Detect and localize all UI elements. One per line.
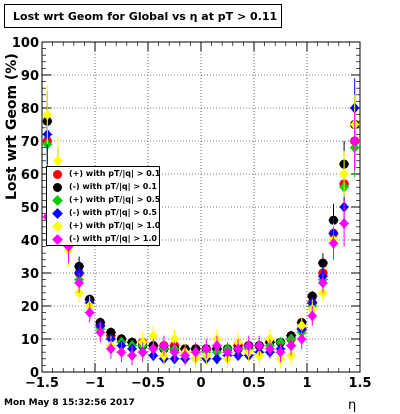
data-point [95,326,105,338]
data-point [169,333,180,345]
legend-marker [52,234,63,245]
legend-entry: (+) with pT/|q| > 1.0 [47,220,161,233]
data-point [53,155,63,167]
legend-marker [52,208,63,219]
legend-entry: (-) with pT/|q| > 0.5 [47,207,159,220]
legend-marker [53,170,62,179]
y-tick-label: 100 [12,36,39,51]
y-tick-label: 0 [30,366,39,381]
data-point [233,343,243,355]
data-point [148,330,158,342]
data-point [254,340,264,352]
legend-marker [53,183,62,192]
x-tick-label: 0.5 [242,376,265,391]
legend-marker [52,195,63,206]
data-point [201,343,211,355]
data-point [297,320,307,332]
x-tick-label: −1 [85,376,105,391]
timestamp: Mon May 8 15:32:56 2017 [4,398,135,408]
data-point [148,343,158,355]
series-5 [42,111,360,366]
data-point [74,277,84,289]
x-tick-label: 0 [196,376,205,391]
legend-label: (+) with pT/|q| > 0.1 [69,169,161,178]
data-point [318,277,328,289]
data-point [222,346,233,358]
tick-labels: −1.5 −1 −0.5 0 0.5 1 1.5 0 10 20 30 40 50 60 70 80 90 100 [12,36,372,391]
x-tick-label: 1.5 [348,376,371,391]
data-point [328,237,339,249]
x-tick-label: 1 [302,376,311,391]
legend-label: (+) with pT/|q| > 0.5 [69,195,161,204]
legend-entry: (+) with pT/|q| > 0.1 [47,168,161,181]
y-tick-label: 50 [21,201,39,216]
data-point [307,310,317,322]
y-tick-label: 60 [21,168,39,183]
legend: (+) with pT/|q| > 0.1 (-) with pT/|q| > 0… [46,166,160,246]
data-point [297,333,307,345]
data-point [42,109,52,121]
legend-label: (-) with pT/|q| > 1.0 [69,234,157,243]
y-tick-label: 80 [21,102,39,117]
data-point [265,343,275,355]
y-tick-label: 40 [21,234,39,249]
data-point [339,217,349,230]
x-tick-label: −0.5 [131,376,165,391]
legend-label: (+) with pT/|q| > 1.0 [69,221,161,230]
data-point [339,168,349,180]
data-point [212,340,222,352]
data-point [169,346,180,358]
legend-entry: (-) with pT/|q| > 1.0 [47,233,159,246]
data-point [350,135,360,147]
data-point [106,343,116,355]
data-point [127,349,137,362]
x-axis-label: η [348,398,357,413]
data-point [85,307,95,319]
y-axis-label: Lost wrt Geom (%) [4,53,20,200]
data-point [159,340,169,352]
data-point [138,346,148,358]
y-tick-label: 20 [21,300,39,315]
data-point [244,340,254,352]
chart-title: Lost wrt Geom for Global vs η at pT > 0.… [4,4,282,28]
data-point [116,346,127,358]
y-tick-label: 70 [21,135,39,150]
y-tick-label: 90 [21,69,39,84]
data-point [180,349,190,362]
legend-label: (-) with pT/|q| > 0.5 [69,208,157,217]
data-point [318,258,328,268]
legend-entry: (-) with pT/|q| > 0.1 [47,181,159,194]
data-point [63,241,74,253]
data-point [286,340,296,352]
data-point [275,346,286,358]
x-tick-label: −1.5 [25,376,59,391]
legend-label: (-) with pT/|q| > 0.1 [69,182,157,191]
legend-entry: (+) with pT/|q| > 0.5 [47,194,161,207]
y-tick-label: 30 [21,267,39,282]
legend-marker [52,221,63,232]
data-point [307,291,317,301]
y-tick-label: 10 [21,333,39,348]
data-point [191,346,201,358]
data-point [212,353,222,365]
data-point [106,327,116,337]
